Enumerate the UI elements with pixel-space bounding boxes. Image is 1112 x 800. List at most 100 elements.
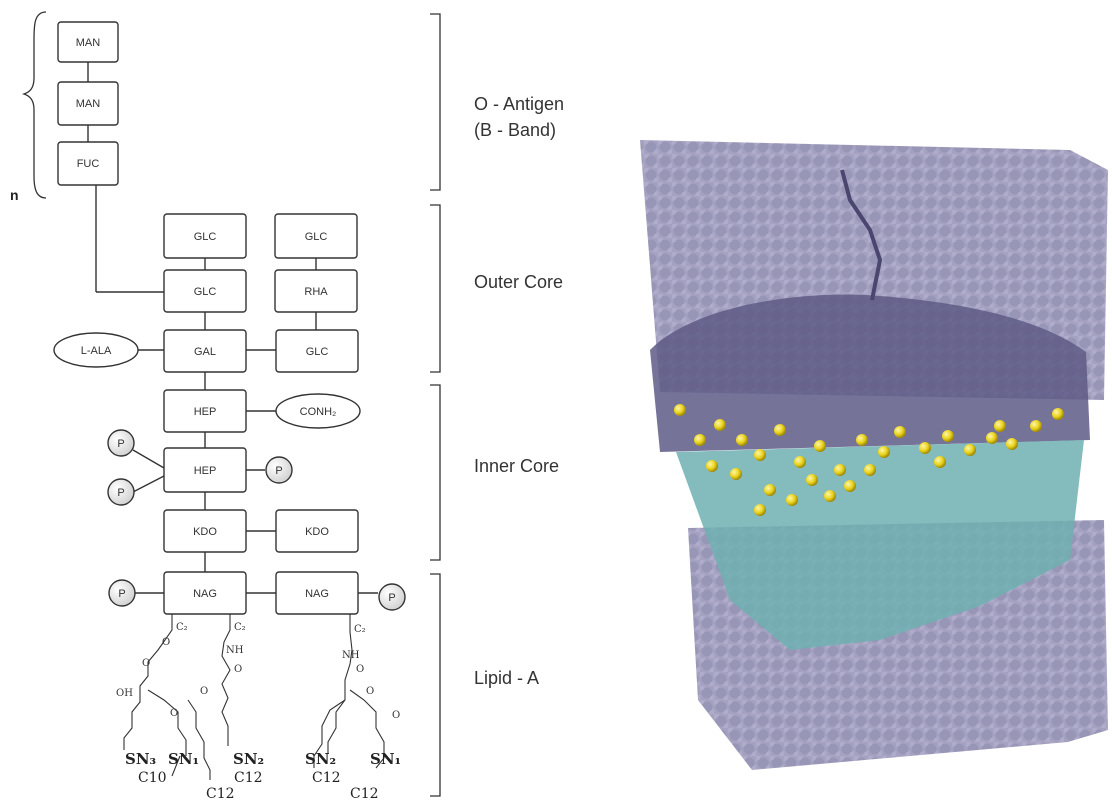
box-fuc: FUC — [57, 141, 119, 186]
repeat-brace: n — [10, 11, 47, 203]
svg-text:NH: NH — [342, 650, 360, 661]
box-gal: GAL — [163, 329, 247, 373]
phosphate-atoms — [674, 404, 1064, 516]
repeat-label: n — [10, 187, 19, 203]
lipid-tail-layer — [676, 440, 1084, 650]
svg-text:NAG: NAG — [305, 588, 329, 600]
svg-text:O: O — [162, 637, 170, 648]
box-glc-1: GLC — [163, 213, 247, 259]
svg-text:GAL: GAL — [194, 346, 216, 358]
svg-text:O: O — [170, 708, 178, 719]
phosphate-atom — [919, 442, 931, 454]
svg-text:CONH₂: CONH₂ — [300, 406, 337, 418]
phosphate-atom — [806, 474, 818, 486]
svg-text:NAG: NAG — [193, 588, 217, 600]
section-lipid-a: Lipid - A — [474, 668, 539, 688]
phosphate-atom — [986, 432, 998, 444]
phosphate-atom — [1052, 408, 1064, 420]
box-hep-2: HEP — [163, 447, 247, 493]
oval-conh2: CONH₂ — [275, 393, 361, 429]
svg-text:O: O — [142, 658, 150, 669]
lipid-chains — [123, 614, 385, 780]
svg-text:P: P — [117, 487, 124, 499]
box-nag-1: NAG — [163, 571, 247, 615]
section-o-antigen-line1: O - Antigen — [474, 94, 564, 114]
section-brackets — [430, 13, 441, 797]
phosphate-atom — [1006, 438, 1018, 450]
box-kdo-1: KDO — [163, 509, 247, 553]
svg-text:O: O — [392, 710, 400, 721]
svg-text:C₂: C₂ — [234, 622, 246, 633]
svg-text:C₂: C₂ — [176, 622, 188, 633]
svg-text:KDO: KDO — [305, 526, 329, 538]
phosphate-ball: P — [108, 579, 136, 607]
svg-text:C12: C12 — [206, 786, 235, 800]
phosphate-atom — [774, 424, 786, 436]
svg-text:GLC: GLC — [305, 231, 328, 243]
phosphate-atom — [994, 420, 1006, 432]
phosphate-atom — [754, 449, 766, 461]
phosphate-atom — [754, 504, 766, 516]
phosphate-atom — [674, 404, 686, 416]
svg-text:P: P — [388, 592, 395, 604]
phosphate-atom — [736, 434, 748, 446]
phosphate-atom — [706, 460, 718, 472]
box-man-2: MAN — [57, 81, 119, 126]
svg-text:P: P — [275, 465, 282, 477]
connector-lines — [87, 62, 378, 594]
lipid-labels: C₂ C₂ C₂ O NH NH O O O OH O O O O SN₃ SN… — [116, 622, 401, 800]
section-o-antigen-line2: (B - Band) — [474, 120, 556, 140]
box-hep-1: HEP — [163, 389, 247, 433]
box-glc-3: GLC — [163, 269, 247, 313]
svg-text:HEP: HEP — [194, 465, 217, 477]
phosphate-ball: P — [107, 478, 135, 506]
svg-text:GLC: GLC — [194, 286, 217, 298]
box-rha: RHA — [274, 269, 358, 313]
box-nag-2: NAG — [275, 571, 359, 615]
svg-text:O: O — [234, 664, 242, 675]
phosphate-atom — [834, 464, 846, 476]
svg-text:SN₁: SN₁ — [370, 750, 401, 768]
svg-text:OH: OH — [116, 688, 133, 699]
phosphate-atom — [786, 494, 798, 506]
svg-text:O: O — [356, 664, 364, 675]
section-outer-core: Outer Core — [474, 272, 563, 292]
box-man-1: MAN — [57, 21, 119, 63]
svg-text:SN₃: SN₃ — [125, 750, 156, 768]
svg-text:KDO: KDO — [193, 526, 217, 538]
polysaccharide-strand — [840, 169, 883, 301]
svg-text:SN₁: SN₁ — [168, 750, 199, 768]
svg-text:C12: C12 — [312, 770, 341, 786]
box-glc-2: GLC — [274, 213, 358, 259]
phosphate-atom — [934, 456, 946, 468]
svg-text:O: O — [366, 686, 374, 697]
svg-text:C12: C12 — [234, 770, 263, 786]
phosphate-atom — [844, 480, 856, 492]
phosphate-atom — [894, 426, 906, 438]
section-inner-core: Inner Core — [474, 456, 559, 476]
phosphate-atom — [764, 484, 776, 496]
svg-text:C10: C10 — [138, 770, 167, 786]
svg-text:HEP: HEP — [194, 406, 217, 418]
svg-text:GLC: GLC — [194, 231, 217, 243]
phosphate-atom — [824, 490, 836, 502]
svg-text:P: P — [117, 438, 124, 450]
phosphate-atom — [814, 440, 826, 452]
svg-text:SN₂: SN₂ — [305, 750, 336, 768]
oval-l-ala: L-ALA — [53, 332, 139, 368]
phosphate-atom — [714, 419, 726, 431]
svg-text:RHA: RHA — [304, 286, 328, 298]
phosphate-atom — [878, 446, 890, 458]
lps-schematic: MAN MAN FUC GLC GLC GLC RHA GAL GLC L-AL… — [53, 21, 406, 780]
phosphate-ball: P — [265, 456, 293, 484]
svg-text:MAN: MAN — [76, 98, 101, 110]
box-glc-4: GLC — [275, 329, 359, 373]
svg-text:L-ALA: L-ALA — [81, 345, 112, 357]
phosphate-atom — [794, 456, 806, 468]
phosphate-atom — [964, 444, 976, 456]
phosphate-atom — [856, 434, 868, 446]
phosphate-atom — [942, 430, 954, 442]
phosphate-atom — [1030, 420, 1042, 432]
svg-text:MAN: MAN — [76, 37, 101, 49]
